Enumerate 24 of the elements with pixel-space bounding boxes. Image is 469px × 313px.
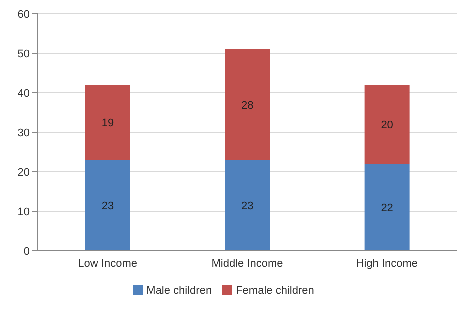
y-tick-label: 40 [18, 88, 30, 100]
x-tick-label: Middle Income [212, 258, 284, 270]
bar [225, 50, 270, 160]
legend-label: Female children [236, 285, 314, 297]
y-tick-label: 50 [18, 48, 30, 60]
y-tick-label: 10 [18, 206, 30, 218]
data-label: 23 [242, 200, 254, 212]
bar [364, 164, 410, 251]
data-label: 22 [381, 202, 394, 214]
y-tick-label: 60 [18, 8, 30, 21]
data-label: 28 [242, 100, 254, 112]
y-tick-label: 0 [24, 246, 30, 258]
x-tick-label: Low Income [78, 258, 138, 270]
bar [225, 160, 270, 251]
y-tick-label: 20 [18, 166, 30, 179]
data-label: 20 [381, 120, 394, 132]
y-tick-label: 30 [18, 127, 30, 140]
x-tick-label: High Income [356, 258, 418, 270]
bar [85, 160, 130, 251]
legend-label: Male children [146, 285, 212, 297]
data-label: 23 [102, 200, 114, 212]
bar [85, 85, 130, 160]
bar [364, 85, 410, 164]
data-label: 19 [102, 118, 114, 130]
